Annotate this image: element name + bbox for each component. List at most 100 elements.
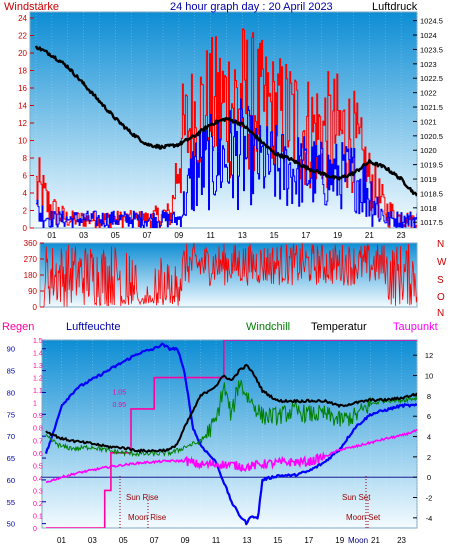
direction-tick-label: 360 [24,239,38,248]
compass-letter: N [437,308,444,319]
temp-panel-axes: 0 0.1 0.2 0.3 0.4 0.5 0.6 0.7 0.8 0.9 1 1.1 1.2 1.3 1.… [7,338,434,545]
pressure-axis-title: Luftdruck [372,1,418,13]
temp-tick-label: 12 [425,351,433,360]
x-tick-label: 23 [397,231,406,240]
x-tick-label: 03 [88,536,97,545]
direction-tick-label: 180 [24,271,38,280]
legend-temperature: Temperatur [311,321,367,333]
direction-tick-label: 270 [24,255,38,264]
x-tick-label: 11 [212,536,221,545]
temp-tick-label: -4 [426,514,433,523]
legend-humidity: Luftfeuchte [66,321,120,333]
wind-tick-label: 14 [18,102,27,111]
temp-tick-label: 4 [427,433,431,442]
x-tick-label: 19 [333,231,342,240]
pressure-series [34,45,417,197]
humidity-tick-label: 90 [7,345,15,354]
compass-letter: S [437,275,444,286]
rain-tick-label: 1.3 [33,363,43,370]
temp-tick-label: 0 [427,473,431,482]
pressure-tick-label: 1019 [420,175,437,184]
rain-tick-label: 0.2 [33,501,43,508]
pressure-tick-label: 1021.5 [420,103,443,112]
x-tick-label: 17 [304,536,313,545]
x-tick-label: 23 [397,536,406,545]
rain-tick-label: 1.2 [33,376,43,383]
pressure-tick-label: 1024 [420,31,437,40]
direction-tick-label: 90 [28,287,37,296]
legend-rain: Regen [2,321,34,333]
x-tick-label: 09 [181,536,190,545]
wind-panel-series [34,28,417,228]
pressure-tick-label: 1019.5 [420,161,443,170]
rain-series [46,340,417,528]
wind-tick-label: 8 [23,154,28,163]
wind-tick-label: 24 [18,14,27,23]
pressure-tick-label: 1024.5 [420,17,443,26]
compass-letter: N [437,239,444,250]
x-tick-label: 19 [335,536,344,545]
wind-tick-label: 16 [18,84,27,93]
pressure-tick-label: 1020 [420,146,437,155]
gust-series [36,98,417,228]
moonset-label: Moon Set [346,513,381,522]
humidity-series [44,342,417,526]
temp-tick-label: 6 [427,412,431,421]
rain-tick-label: 1.4 [33,351,43,358]
wind-axis-title: Windstärke [4,1,59,13]
x-tick-label-21: 21 [371,536,380,545]
rain-tick-label: 0.4 [33,476,43,483]
wind-direction-series [43,243,417,307]
temp-tick-label: 8 [427,392,431,401]
sunset-label: Sun Set [342,493,371,502]
windchill-series [45,379,417,458]
x-tick-label: 21 [365,231,374,240]
temperature-series [45,363,417,453]
temp-tick-label: 2 [427,453,431,462]
direction-panel-series [43,243,417,307]
wind-tick-label: 12 [18,119,27,128]
rain-tick-label: 1.1 [33,388,43,395]
x-tick-label: 05 [111,231,120,240]
rain-tick-label: 0.5 [33,463,43,470]
chart-title: 24 hour graph day : 20 April 2023 [170,1,333,13]
wind-tick-label: 18 [18,67,27,76]
x-tick-label: 15 [270,231,279,240]
rain-value-label: 1.05 [112,389,126,396]
x-tick-label: 11 [206,231,215,240]
wind-tick-label: 6 [23,172,28,181]
wind-tick-label: 22 [18,32,27,41]
compass-letter: W [437,257,447,268]
x-tick-label: 17 [301,231,310,240]
pressure-tick-label: 1021 [420,117,437,126]
pressure-tick-label: 1022.5 [420,74,443,83]
x-tick-label: 07 [150,536,159,545]
moonrise-label: Moon Rise [128,513,167,522]
pressure-tick-label: 1018.5 [420,189,443,198]
rain-tick-label: 0.7 [33,438,43,445]
legend-dewpoint: Taupunkt [393,321,438,333]
direction-tick-label: 0 [33,303,38,312]
wind-tick-label: 20 [18,49,27,58]
rain-tick-label: 0 [33,526,37,533]
moon-x-label: Moon [348,536,368,545]
compass-letter: O [437,292,445,303]
rain-tick-label: 0.1 [33,513,43,520]
x-tick-label: 13 [238,231,247,240]
x-tick-label: 07 [143,231,152,240]
legend-windchill: Windchill [246,321,290,333]
humidity-tick-label: 70 [7,432,15,441]
temp-tick-label: 10 [425,372,433,381]
wind-panel-axes: 0246810121416182022241017.510181018.5101… [18,14,443,240]
rain-tick-label: 0.3 [33,488,43,495]
x-tick-label: 09 [174,231,183,240]
humidity-tick-label: 55 [7,498,15,507]
rain-tick-label: 0.6 [33,451,43,458]
humidity-tick-label: 60 [7,476,15,485]
pressure-tick-label: 1018 [420,204,437,213]
wind-tick-label: 0 [23,224,28,233]
humidity-tick-label: 50 [7,520,15,529]
